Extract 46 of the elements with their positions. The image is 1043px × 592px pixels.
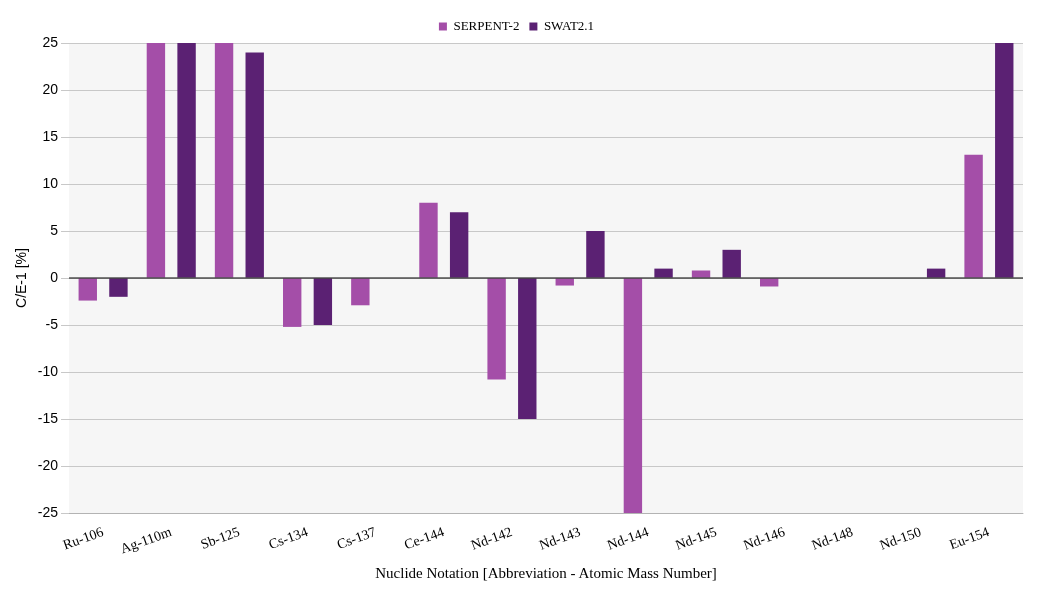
y-tick-label: -15 bbox=[37, 409, 59, 426]
y-tick-label: -10 bbox=[37, 362, 59, 379]
bar bbox=[623, 278, 643, 514]
legend-label: SWAT2.1 bbox=[543, 17, 595, 33]
y-tick-label: 25 bbox=[42, 33, 59, 50]
y-tick-label: -20 bbox=[37, 456, 59, 473]
x-tick-label: Ru-106 bbox=[60, 524, 106, 553]
bar bbox=[313, 278, 333, 326]
bar bbox=[487, 278, 506, 380]
bar bbox=[283, 278, 302, 327]
x-tick-label: Cs-137 bbox=[334, 524, 378, 553]
y-tick-label: 20 bbox=[42, 80, 59, 97]
x-tick-label: Nd-144 bbox=[605, 524, 651, 553]
x-tick-label: Nd-148 bbox=[809, 524, 855, 553]
bar bbox=[722, 249, 741, 278]
legend-label: SERPENT-2 bbox=[453, 17, 520, 33]
bar bbox=[964, 154, 983, 278]
bar bbox=[586, 231, 605, 278]
x-tick-label: Nd-146 bbox=[741, 524, 787, 553]
x-tick-label: Nd-145 bbox=[673, 524, 719, 553]
bar bbox=[214, 43, 234, 278]
bar bbox=[146, 43, 166, 278]
bar bbox=[419, 202, 438, 278]
bar bbox=[109, 278, 128, 297]
x-tick-label: Eu-154 bbox=[947, 524, 992, 553]
y-tick-label: 0 bbox=[50, 268, 59, 285]
bar bbox=[78, 278, 97, 301]
bar bbox=[351, 278, 370, 306]
bar bbox=[177, 43, 196, 278]
y-tick-label: 15 bbox=[42, 127, 59, 144]
x-tick-label: Cs-134 bbox=[266, 524, 310, 553]
bar bbox=[245, 52, 264, 278]
bar bbox=[449, 212, 469, 278]
x-tick-label: Sb-125 bbox=[198, 524, 242, 553]
y-tick-label: -5 bbox=[45, 315, 59, 332]
bar bbox=[995, 43, 1014, 278]
x-tick-label: Ce-144 bbox=[402, 524, 447, 553]
y-axis-title: C/E-1 [%] bbox=[13, 248, 30, 308]
y-tick-label: 5 bbox=[50, 221, 59, 238]
y-tick-label: 10 bbox=[42, 174, 59, 191]
x-tick-label: Nd-142 bbox=[468, 524, 515, 553]
x-tick-label: Nd-143 bbox=[537, 524, 583, 553]
x-tick-label: Nd-150 bbox=[877, 524, 924, 553]
y-tick-label: -25 bbox=[37, 503, 59, 520]
x-axis-title: Nuclide Notation [Abbreviation - Atomic Mass Number] bbox=[375, 564, 717, 581]
bar bbox=[518, 278, 537, 420]
